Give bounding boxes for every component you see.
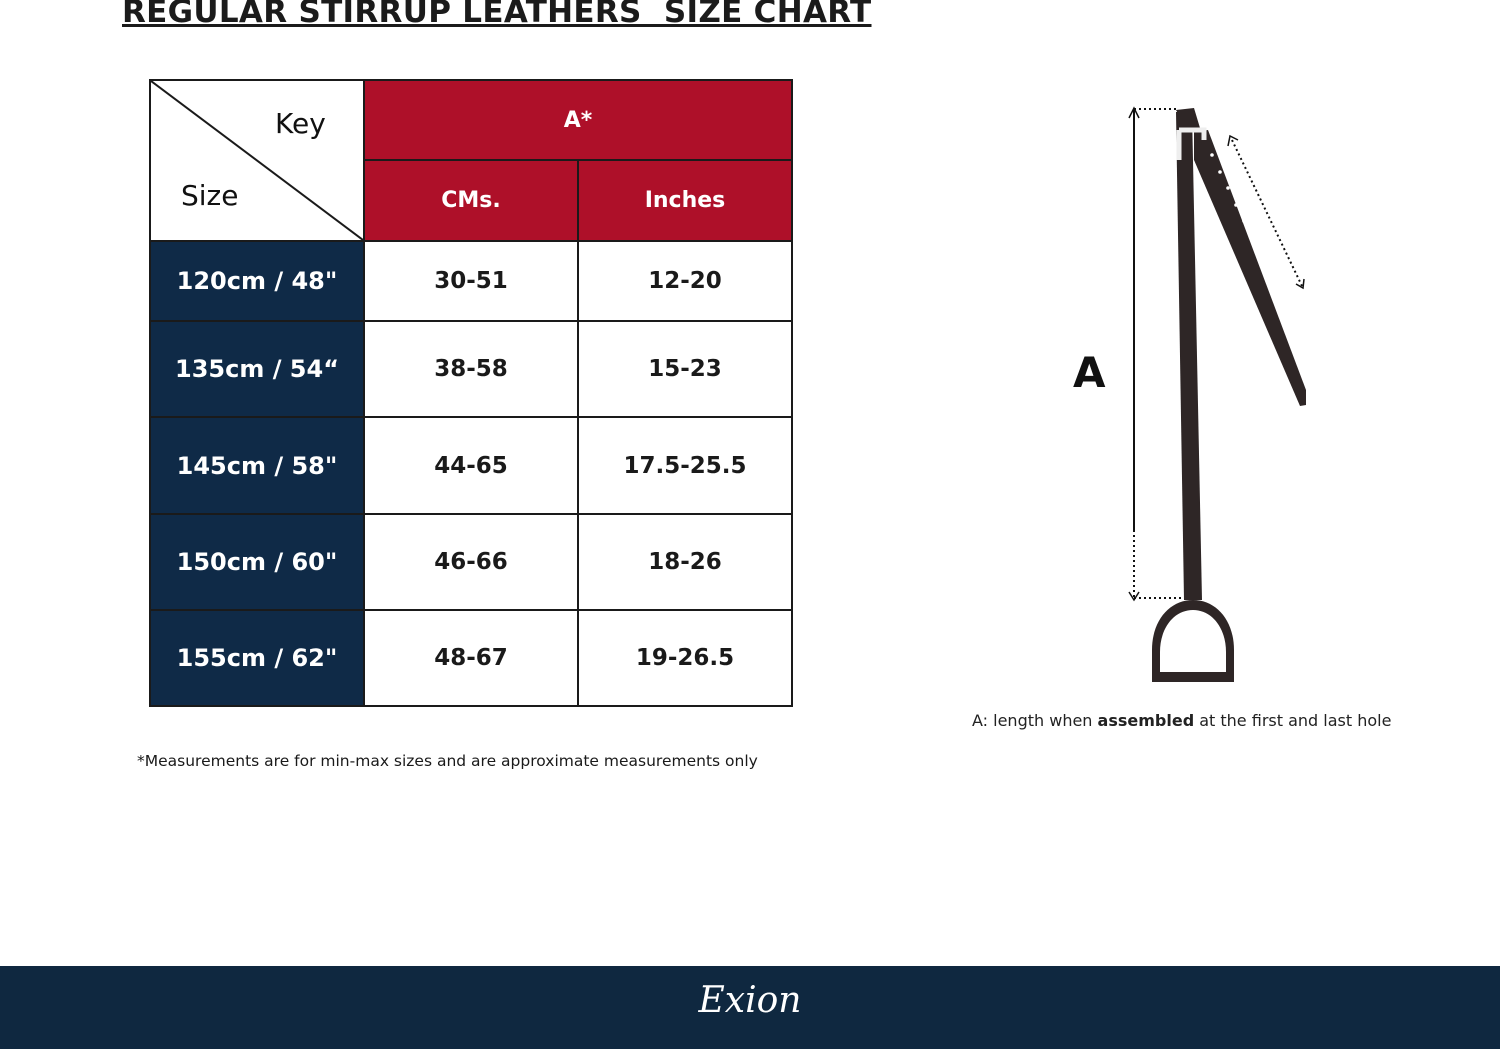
size-chart-table: Key Size A* CMs. Inches 120cm / 48" 30-5…: [149, 79, 793, 707]
diagram-caption: A: length when assembled at the first an…: [972, 711, 1391, 730]
inches-cell: 17.5-25.5: [577, 416, 793, 515]
column-header-cms: CMs.: [363, 159, 579, 242]
size-cell: 135cm / 54“: [149, 320, 365, 418]
table-row: 155cm / 62" 48-67 19-26.5: [149, 609, 793, 707]
footer-bar: Exion: [0, 966, 1500, 1049]
key-label: Key: [275, 107, 326, 140]
caption-text: at the first and last hole: [1194, 711, 1392, 730]
table-row: 135cm / 54“ 38-58 15-23: [149, 320, 793, 418]
table-row: 120cm / 48" 30-51 12-20: [149, 240, 793, 322]
cms-cell: 48-67: [363, 609, 579, 707]
measurement-note: *Measurements are for min-max sizes and …: [137, 752, 758, 770]
table-row: 145cm / 58" 44-65 17.5-25.5: [149, 416, 793, 515]
caption-bold-text: assembled: [1097, 711, 1195, 730]
inches-cell: 18-26: [577, 513, 793, 611]
inches-cell: 19-26.5: [577, 609, 793, 707]
cms-cell: 38-58: [363, 320, 579, 418]
dimension-a-label: A: [1073, 348, 1106, 397]
size-cell: 155cm / 62": [149, 609, 365, 707]
size-cell: 145cm / 58": [149, 416, 365, 515]
caption-text: A: length when: [972, 711, 1098, 730]
brand-logo: Exion: [698, 980, 802, 1021]
group-header-a: A*: [363, 79, 793, 161]
column-header-inches: Inches: [577, 159, 793, 242]
inches-cell: 12-20: [577, 240, 793, 322]
page-title: REGULAR STIRRUP LEATHERS SIZE CHART: [122, 0, 872, 30]
key-size-corner-cell: Key Size: [149, 79, 365, 242]
cms-cell: 46-66: [363, 513, 579, 611]
cms-cell: 30-51: [363, 240, 579, 322]
cms-cell: 44-65: [363, 416, 579, 515]
inches-cell: 15-23: [577, 320, 793, 418]
stirrup-leather-illustration: [1128, 106, 1306, 682]
size-cell: 150cm / 60": [149, 513, 365, 611]
table-row: 150cm / 60" 46-66 18-26: [149, 513, 793, 611]
size-cell: 120cm / 48": [149, 240, 365, 322]
diagonal-divider: [151, 81, 363, 240]
size-label: Size: [181, 179, 239, 212]
